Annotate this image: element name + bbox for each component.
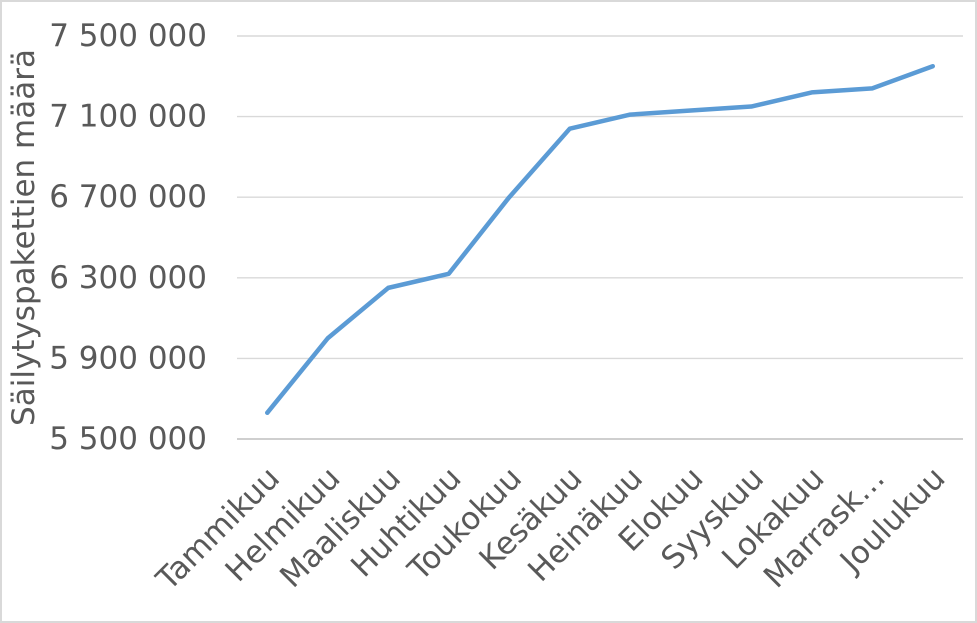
plot-area [237, 33, 965, 440]
y-tick-label: 5 500 000 [49, 421, 207, 457]
y-tick-label: 7 500 000 [49, 18, 207, 54]
y-tick-label: 6 700 000 [49, 179, 207, 215]
data-series-line [265, 63, 935, 416]
y-tick-label: 7 100 000 [49, 99, 207, 135]
y-tick-label: 6 300 000 [49, 260, 207, 296]
y-axis-title: Säilytyspakettien määrä [6, 49, 42, 426]
y-tick-label: 5 900 000 [49, 340, 207, 376]
